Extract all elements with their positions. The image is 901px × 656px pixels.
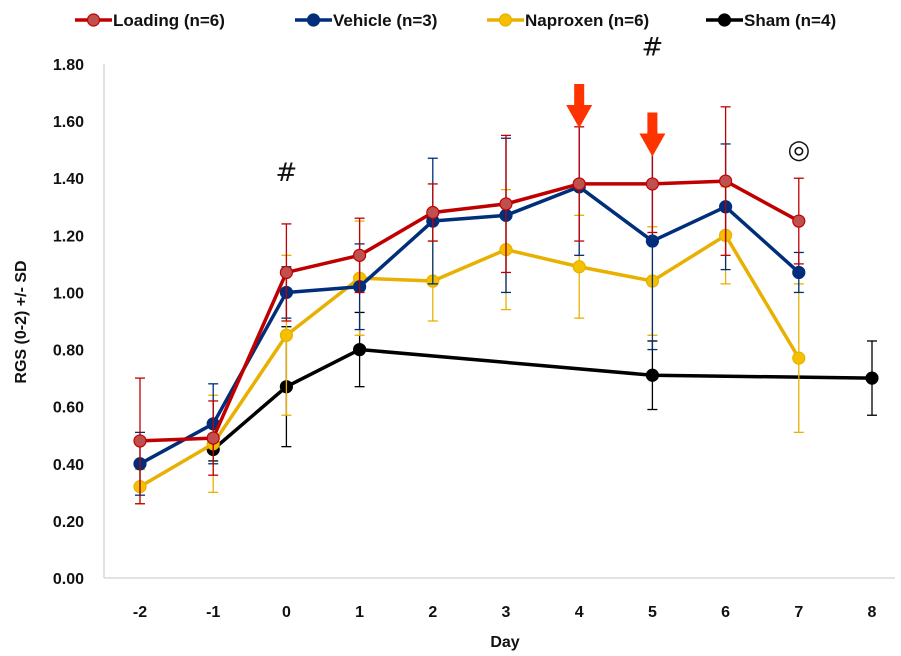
annotation-marker: ◎ [787, 135, 810, 165]
data-point [206, 431, 220, 445]
x-tick-label: 2 [428, 604, 437, 621]
legend-item: Naproxen (n=6) [487, 11, 649, 30]
data-point [645, 234, 660, 248]
data-point [572, 177, 586, 191]
data-point [645, 368, 660, 382]
data-point [133, 434, 147, 448]
x-axis-title: Day [490, 634, 519, 651]
x-tick-label: 3 [502, 604, 511, 621]
series-line [212, 347, 873, 451]
legend-marker [717, 13, 732, 27]
y-tick-label: 0.60 [53, 400, 84, 417]
data-point [718, 174, 733, 188]
red-arrow-icon [566, 83, 593, 128]
y-tick-label: 1.40 [53, 171, 84, 188]
series-1 [133, 117, 806, 496]
legend-label: Sham (n=4) [744, 11, 836, 30]
legend-item: Sham (n=4) [706, 11, 836, 30]
series-0 [133, 106, 806, 505]
legend-label: Vehicle (n=3) [333, 11, 437, 30]
data-point [865, 371, 879, 385]
data-point [279, 328, 293, 342]
legend: Loading (n=6) Vehicle (n=3) Naproxen (n=6)… [75, 11, 836, 30]
x-tick-label: -1 [206, 604, 220, 621]
y-axis-title: RGS (0-2) +/- SD [13, 260, 30, 383]
x-tick-label: -2 [133, 604, 147, 621]
x-tick-label: 0 [282, 604, 291, 621]
legend-marker [306, 13, 321, 27]
plot-area [133, 106, 879, 505]
x-tick-label: 5 [648, 604, 657, 621]
series-line [139, 185, 800, 466]
data-point [353, 248, 367, 262]
x-tick-labels: -2 -1 0 1 2 3 4 5 6 7 8 [133, 604, 877, 621]
legend-marker [498, 13, 513, 27]
y-tick-label: 1.80 [53, 57, 84, 74]
data-point [792, 351, 806, 365]
axes: 0.00 0.20 0.40 0.60 0.80 1.00 1.20 1.40 1.60 1.80… [13, 57, 895, 651]
annotation-marker: # [642, 32, 664, 62]
legend-item: Vehicle (n=3) [295, 11, 437, 30]
data-point [353, 342, 367, 357]
y-tick-label: 1.60 [53, 114, 84, 131]
data-point [645, 177, 660, 191]
x-tick-label: 8 [868, 604, 877, 621]
y-tick-label: 0.20 [53, 514, 84, 531]
data-point [572, 260, 586, 274]
x-tick-label: 7 [794, 604, 803, 621]
annotation-marker: # [276, 158, 298, 188]
legend-marker [86, 13, 101, 27]
x-tick-label: 6 [721, 604, 730, 621]
data-point [499, 197, 513, 211]
series-line [139, 179, 800, 443]
data-point [792, 214, 806, 228]
y-tick-label: 1.20 [53, 228, 84, 245]
legend-label: Naproxen (n=6) [525, 11, 649, 30]
annotations: # # ◎ [276, 32, 811, 188]
y-tick-label: 0.00 [53, 571, 84, 588]
y-tick-label: 1.00 [53, 285, 84, 302]
legend-label: Loading (n=6) [113, 11, 225, 30]
x-tick-label: 4 [575, 604, 584, 621]
data-point [792, 265, 806, 280]
y-tick-label: 0.80 [53, 343, 84, 360]
series-2 [133, 186, 806, 505]
red-arrow-icon [639, 112, 666, 157]
x-tick-label: 1 [355, 604, 364, 621]
legend-item: Loading (n=6) [75, 11, 225, 30]
data-point [279, 265, 293, 280]
y-tick-labels: 0.00 0.20 0.40 0.60 0.80 1.00 1.20 1.40 1.60 1.80 [53, 57, 84, 588]
series-3 [206, 311, 879, 462]
series-line [139, 233, 801, 489]
data-point [426, 205, 440, 220]
y-tick-label: 0.40 [53, 457, 84, 474]
